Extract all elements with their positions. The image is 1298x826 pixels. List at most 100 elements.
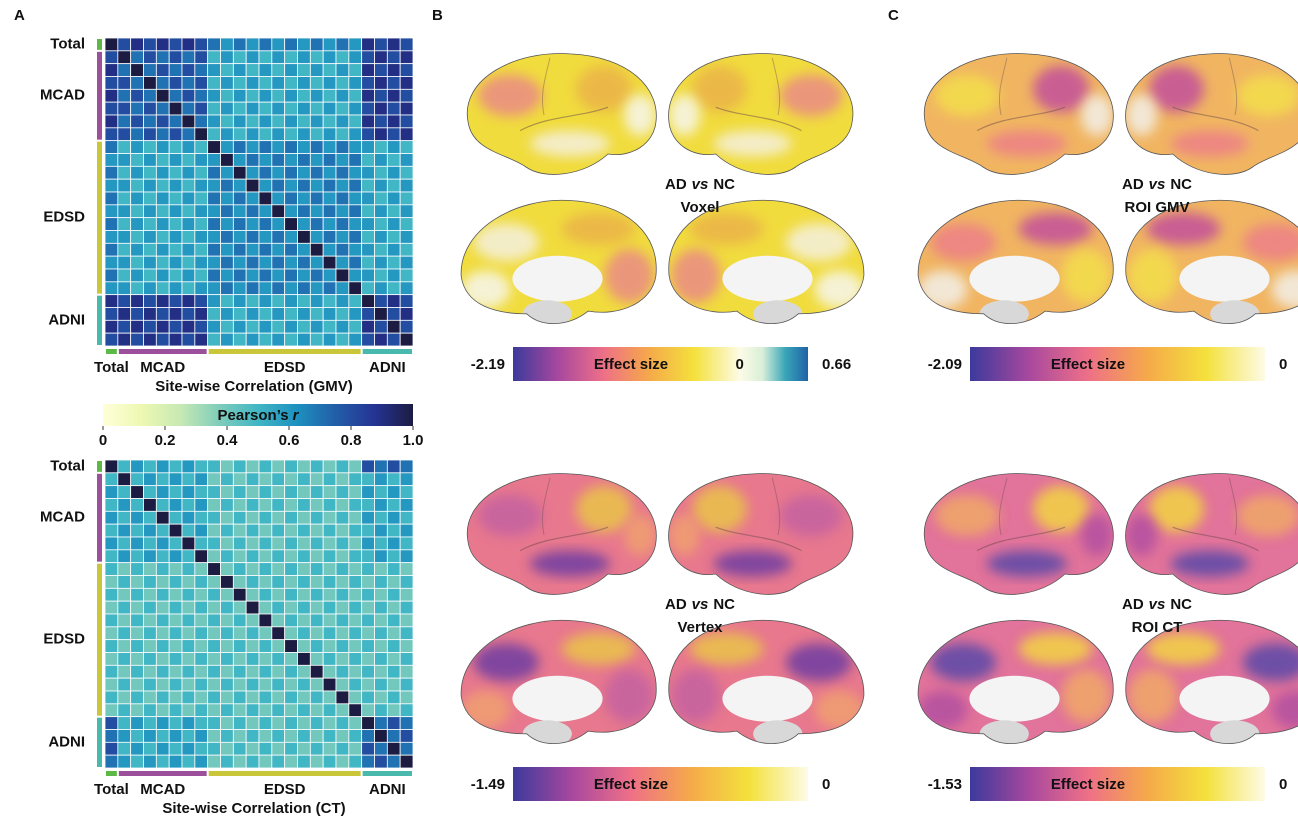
group-bar <box>119 771 207 776</box>
heatmap-cell <box>131 665 144 678</box>
heatmap-cell <box>259 115 272 128</box>
heatmap-cell <box>169 742 182 755</box>
brain-patch <box>669 94 700 136</box>
x-axis-title: Site-wise Correlation (CT) <box>162 800 345 817</box>
heatmap-cell <box>156 588 169 601</box>
heatmap-cell <box>285 256 298 269</box>
heatmap-cell <box>349 576 362 589</box>
heatmap-cell <box>156 755 169 768</box>
heatmap-cell <box>387 486 400 499</box>
heatmap-cell <box>131 128 144 141</box>
heatmap-cell <box>156 308 169 321</box>
heatmap-cell <box>375 51 388 64</box>
heatmap-cell <box>233 537 246 550</box>
heatmap-cell <box>310 755 323 768</box>
heatmap-cell <box>195 730 208 743</box>
heatmap-cell <box>195 38 208 51</box>
heatmap-cell <box>375 550 388 563</box>
heatmap-cell <box>118 77 131 90</box>
brain-patch <box>987 551 1067 577</box>
heatmap-cell <box>259 473 272 486</box>
heatmap-cell <box>400 218 413 231</box>
heatmap-cell <box>246 511 259 524</box>
heatmap-cell <box>298 243 311 256</box>
heatmap-cell <box>298 320 311 333</box>
heatmap-cell <box>105 537 118 550</box>
heatmap-cell <box>105 333 118 346</box>
map-title-right: NC <box>1170 176 1192 193</box>
heatmap-cell <box>131 550 144 563</box>
heatmap-cell <box>259 38 272 51</box>
heatmap-cell <box>195 691 208 704</box>
heatmap-cell <box>118 601 131 614</box>
heatmap-cell <box>400 576 413 589</box>
heatmap-cell <box>362 192 375 205</box>
heatmap-cell <box>246 588 259 601</box>
heatmap-cell <box>375 205 388 218</box>
heatmap-cell <box>246 704 259 717</box>
heatmap-cell <box>310 295 323 308</box>
heatmap-cell <box>195 166 208 179</box>
heatmap-cell <box>208 295 221 308</box>
heatmap-cell <box>362 665 375 678</box>
heatmap-cell <box>259 166 272 179</box>
heatmap-cell <box>323 550 336 563</box>
brain-patch <box>918 271 967 309</box>
heatmap-cell <box>349 730 362 743</box>
heatmap-cell <box>246 320 259 333</box>
heatmap-cell <box>362 524 375 537</box>
heatmap-cell <box>336 499 349 512</box>
panel-letter: C <box>888 7 899 24</box>
heatmap-cell <box>272 614 285 627</box>
brain-patch <box>461 271 510 309</box>
heatmap-cell <box>323 755 336 768</box>
heatmap-cell <box>156 231 169 244</box>
heatmap-cell <box>246 166 259 179</box>
brain-patch <box>461 691 510 729</box>
heatmap-cell <box>285 511 298 524</box>
heatmap-cell <box>259 51 272 64</box>
heatmap-cell <box>285 563 298 576</box>
heatmap-cell <box>336 192 349 205</box>
heatmap-cell <box>156 51 169 64</box>
heatmap-cell <box>310 511 323 524</box>
heatmap-cell <box>195 563 208 576</box>
heatmap-cell <box>105 269 118 282</box>
heatmap-cell <box>349 755 362 768</box>
heatmap-cell <box>400 755 413 768</box>
heatmap-cell <box>310 678 323 691</box>
heatmap-cell <box>387 499 400 512</box>
brain-patch <box>690 213 764 245</box>
heatmap-cell <box>118 308 131 321</box>
map-title-left: AD <box>665 596 687 613</box>
heatmap-cell <box>195 231 208 244</box>
heatmap-cell <box>131 192 144 205</box>
heatmap-cell <box>400 192 413 205</box>
heatmap-cell <box>400 89 413 102</box>
heatmap-cell <box>323 499 336 512</box>
heatmap-cell <box>221 231 234 244</box>
heatmap-cell <box>298 166 311 179</box>
heatmap-cell <box>387 588 400 601</box>
heatmap-cell <box>400 499 413 512</box>
map-title: ADvsNC <box>1122 596 1192 613</box>
brain-patch <box>1149 66 1204 113</box>
heatmap-cell <box>131 588 144 601</box>
heatmap-cell <box>323 563 336 576</box>
heatmap-cell <box>362 77 375 90</box>
heatmap-cell <box>272 563 285 576</box>
heatmap-cell <box>208 282 221 295</box>
heatmap-cell <box>246 141 259 154</box>
heatmap-cell <box>272 550 285 563</box>
heatmap-cell <box>246 89 259 102</box>
heatmap-cell <box>285 460 298 473</box>
heatmap-cell <box>259 653 272 666</box>
heatmap-cell <box>233 601 246 614</box>
brain-surface <box>467 54 656 175</box>
heatmap-cell <box>387 77 400 90</box>
heatmap-cell <box>233 128 246 141</box>
heatmap-cell <box>208 154 221 167</box>
heatmap-cell <box>182 308 195 321</box>
group-label: ADNI <box>48 311 85 328</box>
brain-patch <box>671 669 720 723</box>
